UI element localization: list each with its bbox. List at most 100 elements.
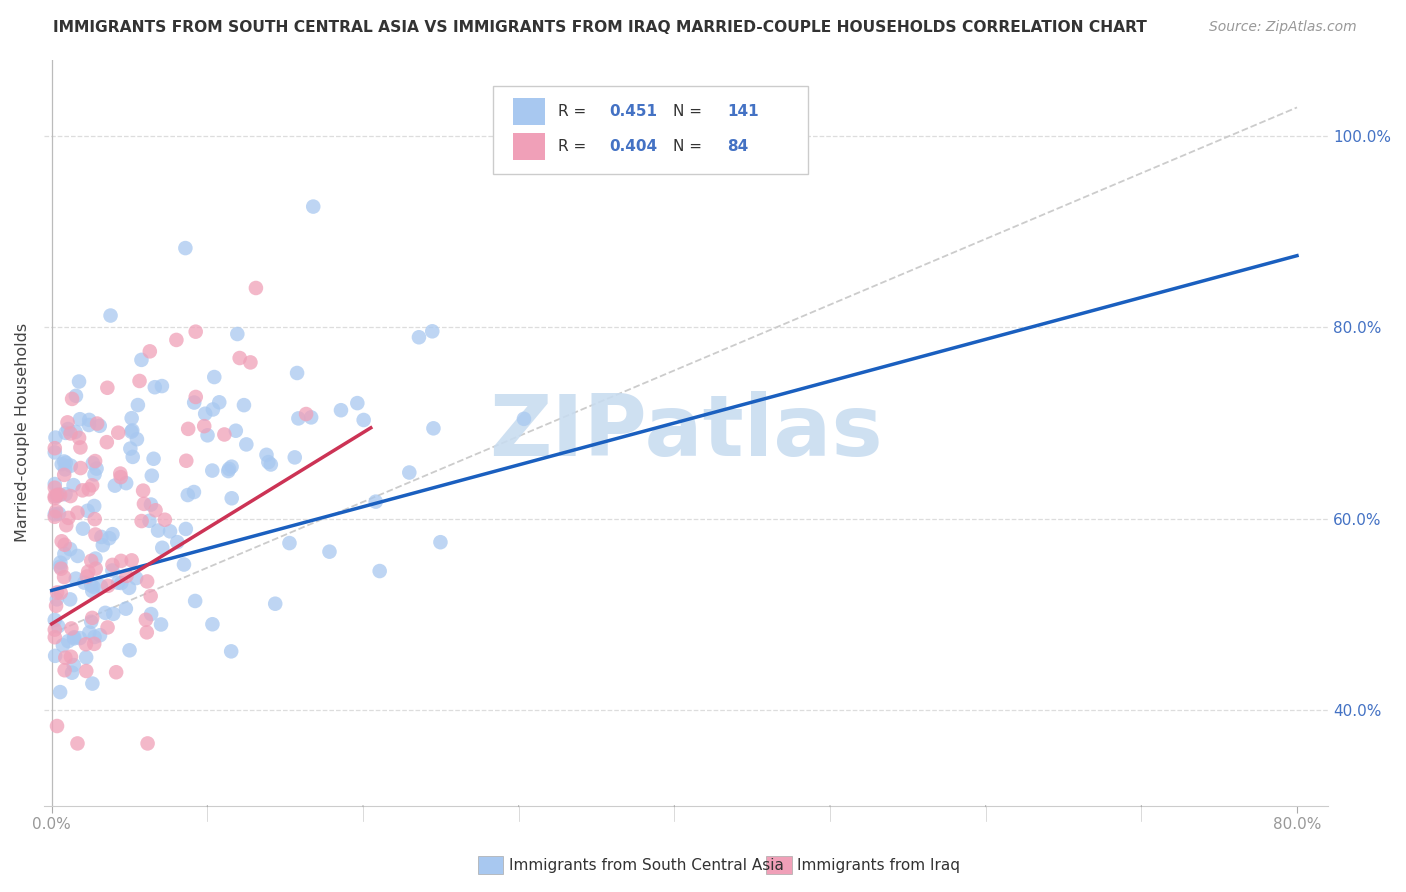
Point (177, 422, 200, 436)
Point (51, 562, 73, 576)
Point (141, 607, 163, 621)
Text: R =: R = (558, 103, 591, 119)
Point (110, 576, 132, 591)
Point (83, 467, 105, 482)
Point (65, 425, 87, 439)
Point (46, 488, 69, 502)
Point (56, 415, 79, 429)
Point (221, 491, 243, 506)
Text: 0.451: 0.451 (609, 103, 657, 119)
Point (150, 379, 173, 393)
Point (110, 554, 132, 568)
Bar (513, 134, 544, 161)
Point (197, 428, 219, 442)
Point (59, 542, 82, 557)
Point (89, 418, 111, 433)
Point (174, 241, 197, 255)
Point (80, 615, 103, 629)
Point (84, 551, 107, 566)
Point (121, 411, 143, 425)
Point (193, 419, 215, 434)
Point (49, 488, 72, 502)
Point (83, 637, 105, 651)
Point (90, 579, 112, 593)
Point (219, 644, 242, 658)
Point (96, 381, 118, 395)
Point (44, 431, 66, 445)
Point (49, 586, 72, 600)
Point (65, 572, 87, 586)
Point (368, 564, 391, 578)
Point (59, 458, 82, 473)
Point (49, 559, 72, 574)
Point (77, 483, 100, 497)
Point (115, 476, 138, 491)
Point (166, 535, 188, 549)
Text: 0.404: 0.404 (609, 138, 657, 153)
Point (107, 425, 129, 440)
Point (82, 676, 104, 690)
Point (44, 481, 66, 495)
Point (101, 558, 124, 572)
Point (184, 390, 207, 404)
Point (121, 424, 143, 438)
Point (53, 454, 76, 468)
Point (58, 634, 80, 648)
Point (53, 462, 76, 476)
Point (256, 448, 278, 462)
Point (60, 622, 83, 636)
Point (91, 538, 114, 552)
Point (55, 518, 77, 533)
Point (55, 425, 77, 440)
Point (44, 445, 66, 459)
Point (75, 664, 97, 678)
Point (53, 547, 76, 561)
Point (53, 650, 76, 665)
Point (79, 625, 101, 640)
Point (201, 402, 224, 417)
Point (118, 643, 141, 657)
Point (105, 665, 128, 680)
Point (429, 535, 451, 549)
Text: Immigrants from Iraq: Immigrants from Iraq (797, 858, 960, 872)
Point (86, 461, 108, 475)
Point (235, 437, 257, 451)
Point (194, 407, 217, 421)
Point (121, 553, 143, 567)
Point (97, 620, 120, 634)
Point (44, 648, 66, 663)
Point (131, 514, 153, 528)
Point (53, 538, 76, 552)
Point (398, 466, 420, 480)
Point (77, 565, 100, 579)
Point (101, 527, 124, 541)
Point (82, 583, 104, 598)
Point (82, 478, 104, 492)
Point (44, 477, 66, 491)
Point (131, 352, 153, 367)
Point (139, 498, 162, 512)
Point (120, 442, 142, 456)
Point (100, 309, 122, 323)
Point (46, 619, 69, 633)
Point (420, 324, 443, 338)
Point (67, 431, 90, 445)
Point (48, 507, 70, 521)
Point (66, 549, 89, 563)
Point (44, 508, 66, 522)
Point (284, 450, 307, 465)
Point (69, 461, 91, 475)
Point (53, 467, 76, 482)
Point (76, 504, 98, 518)
Text: Immigrants from South Central Asia: Immigrants from South Central Asia (509, 858, 785, 872)
Point (53, 570, 76, 584)
Point (145, 503, 167, 517)
Point (67, 375, 90, 389)
Point (226, 326, 249, 341)
Point (45, 504, 67, 518)
Point (285, 366, 308, 380)
Point (77, 417, 100, 432)
Point (72, 522, 94, 536)
Point (104, 478, 127, 492)
Point (48, 487, 70, 501)
